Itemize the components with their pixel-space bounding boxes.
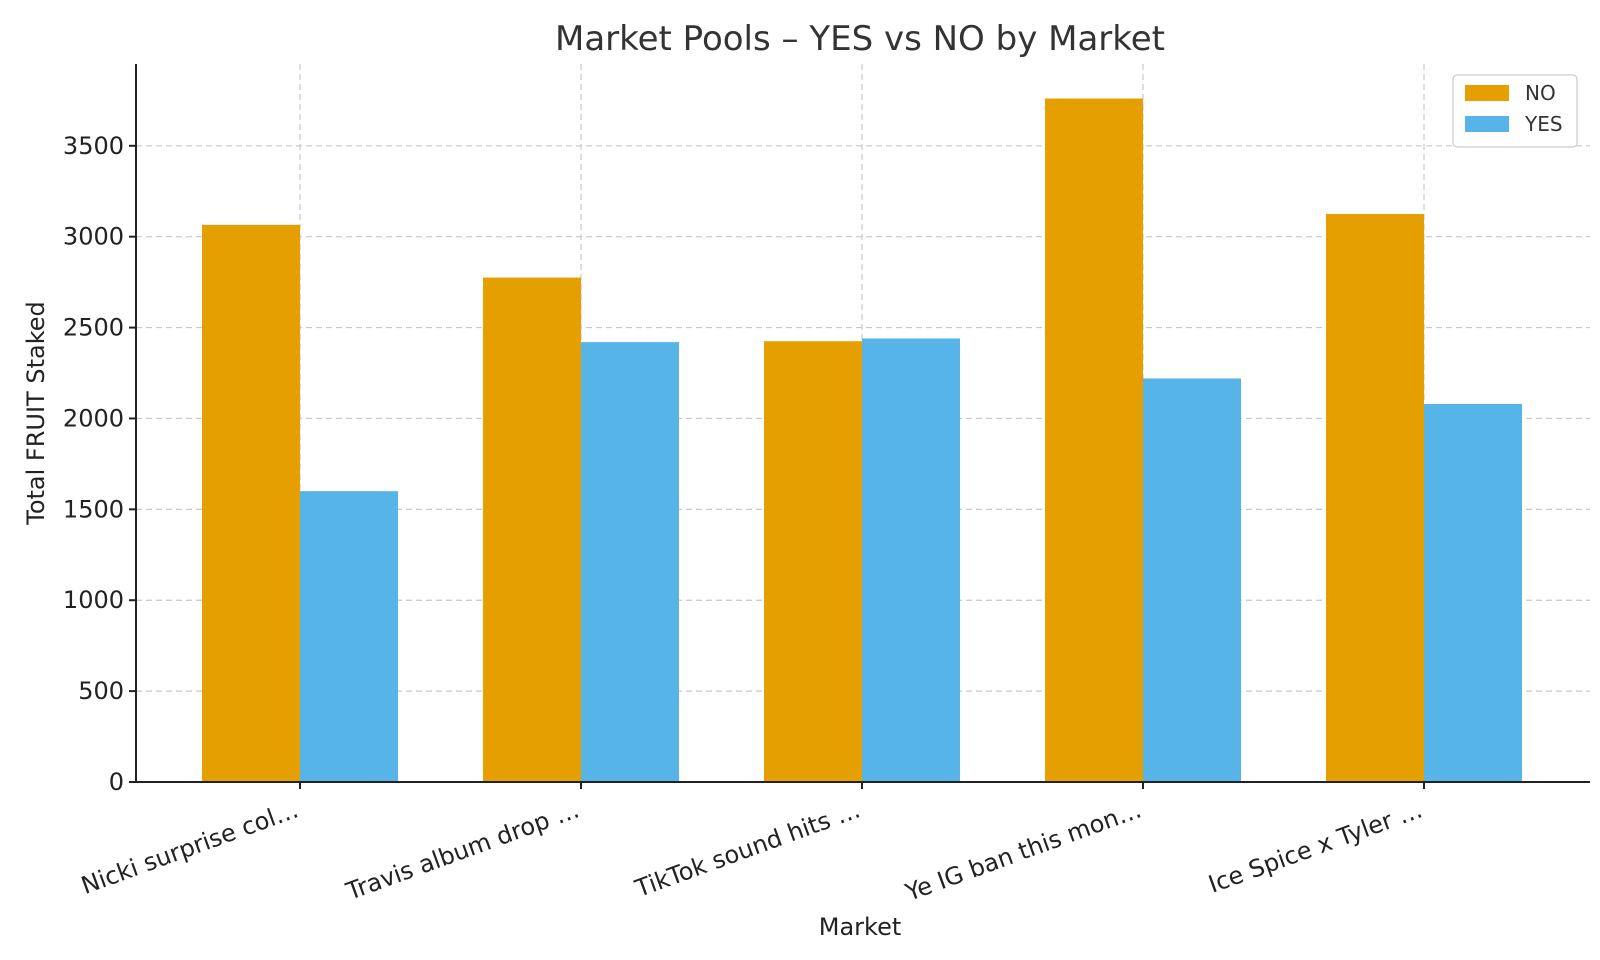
y-tick-label: 1000 bbox=[63, 586, 124, 614]
bar-no-2 bbox=[764, 341, 862, 782]
x-tick-label: Ice Spice x Tyler … bbox=[1205, 795, 1426, 898]
y-tick-label: 1500 bbox=[63, 495, 124, 523]
bar-yes-4 bbox=[1424, 403, 1522, 782]
bar-yes-1 bbox=[581, 342, 679, 782]
y-tick-label: 3000 bbox=[63, 223, 124, 251]
x-axis-label: Market bbox=[819, 913, 902, 941]
legend-swatch-no bbox=[1465, 85, 1509, 101]
bar-no-4 bbox=[1326, 213, 1424, 782]
bar-yes-0 bbox=[300, 491, 398, 782]
legend-swatch-yes bbox=[1465, 116, 1509, 132]
legend-label-no: NO bbox=[1525, 81, 1556, 105]
x-tick-label: Travis album drop … bbox=[342, 795, 583, 906]
bar-no-0 bbox=[202, 224, 300, 782]
y-ticks: 0 500 1000 1500 2000 2500 3000 3500 bbox=[63, 132, 136, 796]
chart-title: Market Pools – YES vs NO by Market bbox=[555, 19, 1165, 59]
y-tick-label: 0 bbox=[109, 768, 124, 796]
legend-label-yes: YES bbox=[1524, 112, 1563, 136]
y-axis-label: Total FRUIT Staked bbox=[22, 301, 50, 526]
x-tick-label: Nicki surprise col… bbox=[77, 795, 302, 900]
bar-yes-2 bbox=[862, 338, 960, 782]
y-tick-label: 500 bbox=[78, 677, 124, 705]
y-tick-label: 2000 bbox=[63, 404, 124, 432]
x-ticks: Nicki surprise col… Travis album drop … Ti… bbox=[77, 782, 1426, 907]
bar-no-1 bbox=[483, 277, 581, 782]
y-tick-label: 3500 bbox=[63, 132, 124, 160]
y-tick-label: 2500 bbox=[63, 314, 124, 342]
bars bbox=[202, 98, 1522, 783]
bar-yes-3 bbox=[1143, 378, 1241, 782]
x-tick-label: Ye IG ban this mon… bbox=[901, 795, 1145, 907]
x-tick-label: TikTok sound hits … bbox=[631, 795, 864, 903]
legend: NO YES bbox=[1452, 74, 1578, 148]
bar-no-3 bbox=[1045, 98, 1143, 783]
